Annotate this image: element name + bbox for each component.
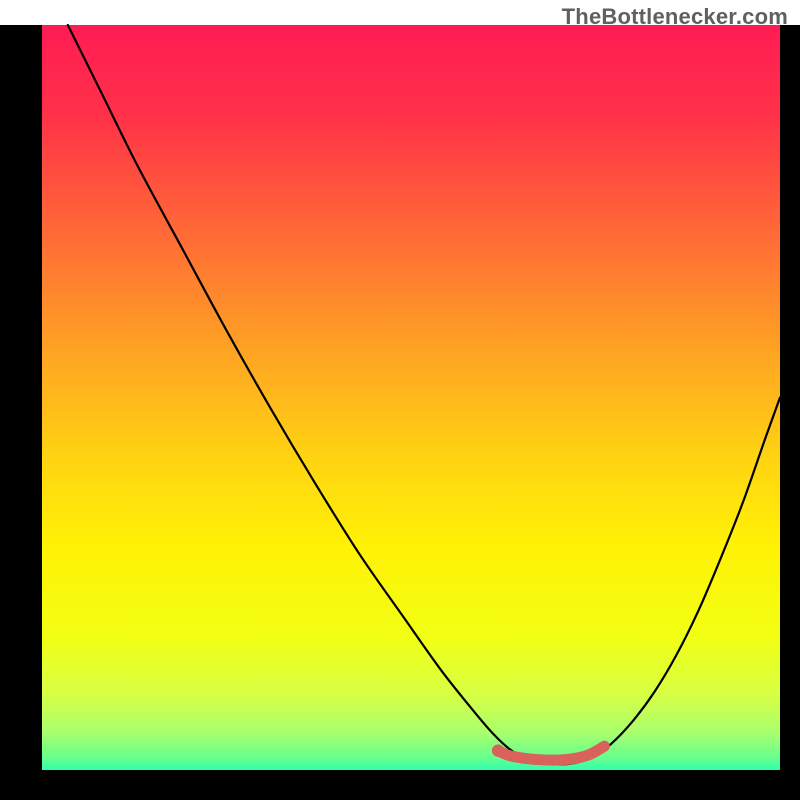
bottleneck-chart (0, 0, 800, 800)
chart-background-gradient (42, 25, 780, 770)
optimal-range-start-dot (492, 744, 504, 756)
